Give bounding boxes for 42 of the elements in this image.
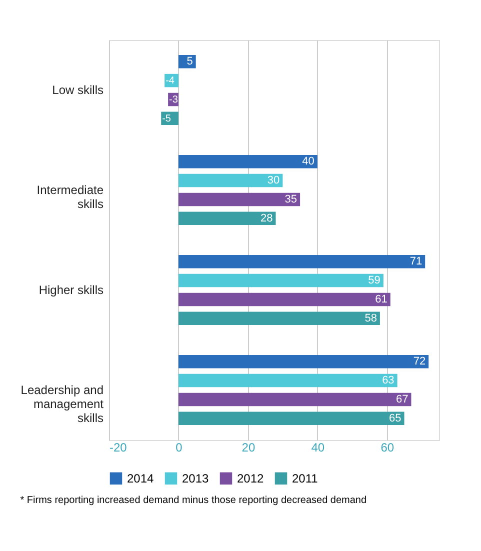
y-tick-label: Leadership and management skills <box>20 383 104 425</box>
x-tick-label: 40 <box>311 440 325 454</box>
legend-label: 2011 <box>292 471 318 486</box>
bar <box>178 255 426 268</box>
x-tick-label: -20 <box>110 440 128 454</box>
data-label: 71 <box>410 256 422 268</box>
bar <box>178 355 429 368</box>
legend-label: 2013 <box>182 471 210 486</box>
data-label: 61 <box>375 293 388 306</box>
y-tick-label: Higher skills <box>38 283 104 297</box>
bar <box>178 174 283 188</box>
data-label: 40 <box>302 156 314 168</box>
data-label: 58 <box>364 312 377 324</box>
x-tick-label: 20 <box>242 440 256 454</box>
bar <box>178 292 390 306</box>
y-tick-label: Intermediate skills <box>36 183 104 211</box>
data-label: 67 <box>396 393 408 406</box>
data-label: 72 <box>413 356 426 368</box>
bar <box>178 374 398 388</box>
bar <box>178 392 412 406</box>
data-label: 30 <box>267 174 280 187</box>
data-label: -5 <box>162 113 172 124</box>
data-label: 65 <box>389 412 402 424</box>
x-tick-label: 60 <box>380 440 394 454</box>
data-label: 59 <box>368 274 380 287</box>
bar <box>178 192 300 206</box>
data-label: 35 <box>284 193 298 206</box>
bar <box>178 412 404 425</box>
data-label: 5 <box>186 56 193 68</box>
bar <box>178 274 384 288</box>
legend-label: 2014 <box>127 471 154 486</box>
y-tick-label: Low skills <box>52 83 104 97</box>
x-tick-label: 0 <box>176 440 183 454</box>
bar <box>178 212 276 225</box>
data-label: 28 <box>260 212 273 224</box>
bar <box>178 155 318 168</box>
data-label: -4 <box>166 76 175 87</box>
text: * Firms reporting increased demand minus those reporting decreased demand <box>20 495 367 506</box>
data-label: 63 <box>382 374 394 387</box>
bar <box>178 312 380 325</box>
data-label: -3 <box>169 94 178 106</box>
legend-label: 2012 <box>237 471 264 486</box>
